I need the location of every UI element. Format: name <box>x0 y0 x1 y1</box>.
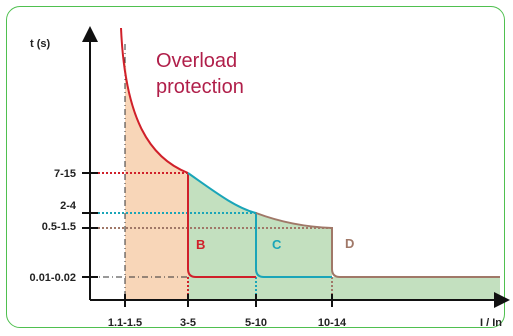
y-tick-label-1: 7-15 <box>54 168 76 180</box>
y-axis-title: t (s) <box>30 38 51 50</box>
x-tick-label-4: 10-14 <box>318 317 347 329</box>
series-line-c <box>187 172 332 278</box>
x-axis-title: I / In <box>480 317 502 329</box>
x-tick-label-1: 1.1-1.5 <box>108 317 142 329</box>
series-label-c: C <box>272 237 282 252</box>
annotation-overload-line-1: Overload <box>156 50 237 72</box>
annotation-overload-line-2: protection <box>156 76 244 98</box>
overload-curve <box>120 27 189 174</box>
series-line-d <box>255 212 341 278</box>
overload-zone <box>125 48 188 300</box>
x-tick-label-3: 5-10 <box>245 317 267 329</box>
series-label-d: D <box>345 236 354 251</box>
series-label-b: B <box>196 237 205 252</box>
y-tick-label-2: 2-4 <box>60 200 77 212</box>
y-tick-label-4: 0.01-0.02 <box>30 272 76 284</box>
series-line-b <box>187 173 256 278</box>
x-tick-label-2: 3-5 <box>180 317 196 329</box>
trip-zone <box>188 173 500 300</box>
y-tick-label-3: 0.5-1.5 <box>42 221 76 233</box>
